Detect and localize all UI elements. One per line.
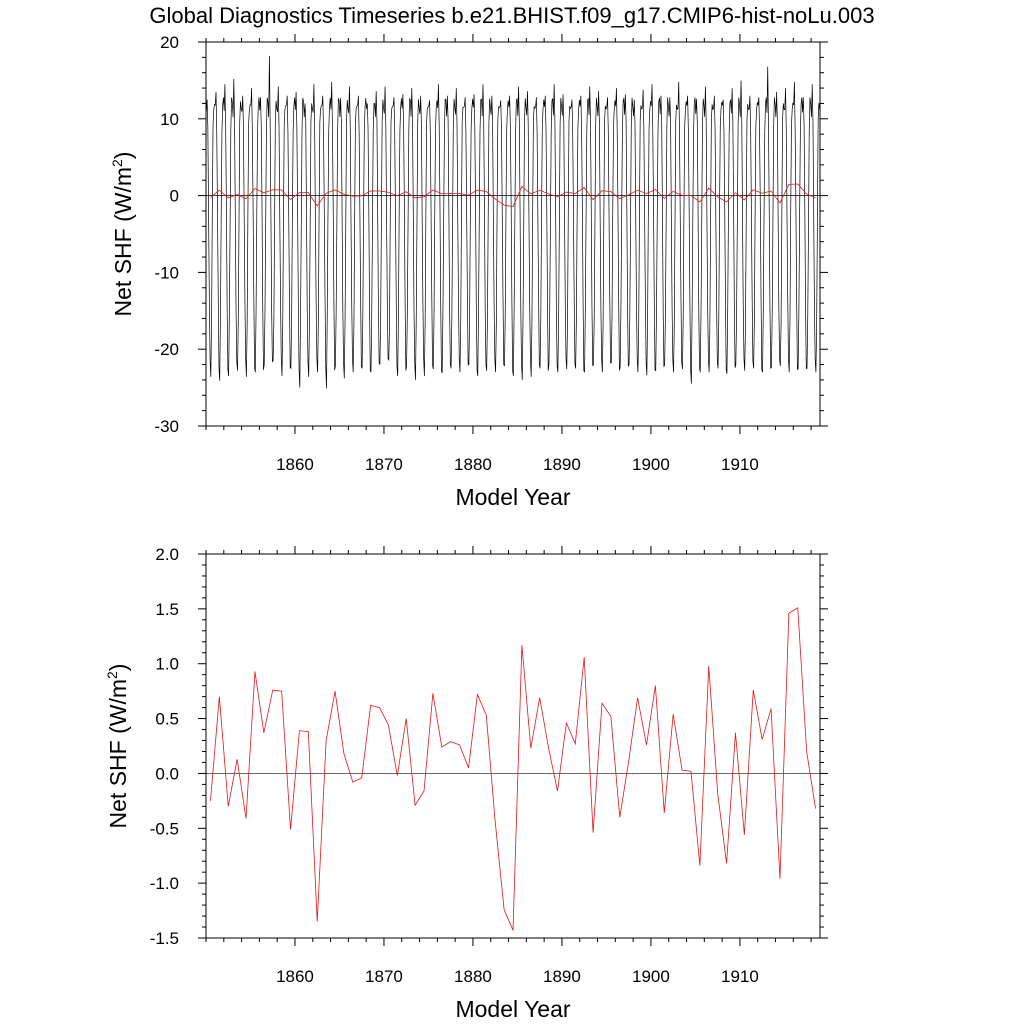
annual-mean-series-line	[210, 607, 816, 931]
x-tick-label: 1870	[365, 455, 403, 474]
y-axis-label-superscript: 2	[109, 159, 125, 167]
y-tick-label: 0.0	[155, 764, 179, 783]
x-tick-label: 1880	[454, 455, 492, 474]
y-axis-label-tail: )	[110, 152, 136, 160]
plot-frame	[205, 41, 821, 427]
y-tick-label: -0.5	[150, 819, 179, 838]
x-tick-label: 1910	[721, 967, 759, 986]
y-tick-label: 0	[170, 187, 179, 206]
y-tick-label: -20	[154, 340, 179, 359]
chart-panel-2: 1860 1870 1880 1890 1900 1910 2.0 1.5 1.0 0.5 0.0 -…	[104, 545, 828, 1022]
chart-panel-1: 1860 1870 1880 1890 1900 1910 20 10 0 -10 -20 -30 Mo…	[109, 33, 828, 510]
monthly-series-line	[206, 55, 820, 389]
y-tick-label: -1.5	[150, 929, 179, 948]
y-axis-label-main: Net SHF (W/m	[110, 167, 136, 317]
x-tick-label: 1890	[543, 455, 581, 474]
x-tick-label: 1880	[454, 967, 492, 986]
x-axis-label: Model Year	[455, 996, 570, 1022]
x-tick-label: 1910	[721, 455, 759, 474]
figure-title: Global Diagnostics Timeseries b.e21.BHIS…	[149, 3, 874, 28]
x-tick-label: 1860	[276, 455, 314, 474]
x-tick-label: 1900	[632, 455, 670, 474]
x-tick-label: 1860	[276, 967, 314, 986]
y-axis-label-tail: )	[105, 664, 131, 672]
y-axis-label-main: Net SHF (W/m	[105, 679, 131, 829]
y-tick-label: 1.5	[155, 600, 179, 619]
y-tick-label: 2.0	[155, 545, 179, 564]
x-axis-label: Model Year	[455, 484, 570, 510]
y-tick-label: -30	[154, 417, 179, 436]
y-tick-label: 10	[160, 110, 179, 129]
panels: 1860 1870 1880 1890 1900 1910 20 10 0 -10 -20 -30 Mo…	[104, 33, 828, 1022]
plot-frame	[205, 553, 821, 939]
y-tick-label: -10	[154, 263, 179, 282]
y-tick-label: 20	[160, 33, 179, 52]
annual-mean-series-line	[210, 183, 816, 208]
y-tick-label: -1.0	[150, 874, 179, 893]
y-tick-label: 0.5	[155, 710, 179, 729]
x-tick-label: 1870	[365, 967, 403, 986]
y-axis-label-superscript: 2	[104, 671, 120, 679]
y-tick-label: 1.0	[155, 655, 179, 674]
x-tick-label: 1900	[632, 967, 670, 986]
x-tick-label: 1890	[543, 967, 581, 986]
y-axis-label: Net SHF (W/m2)	[104, 664, 131, 829]
y-axis-label: Net SHF (W/m2)	[109, 152, 136, 317]
